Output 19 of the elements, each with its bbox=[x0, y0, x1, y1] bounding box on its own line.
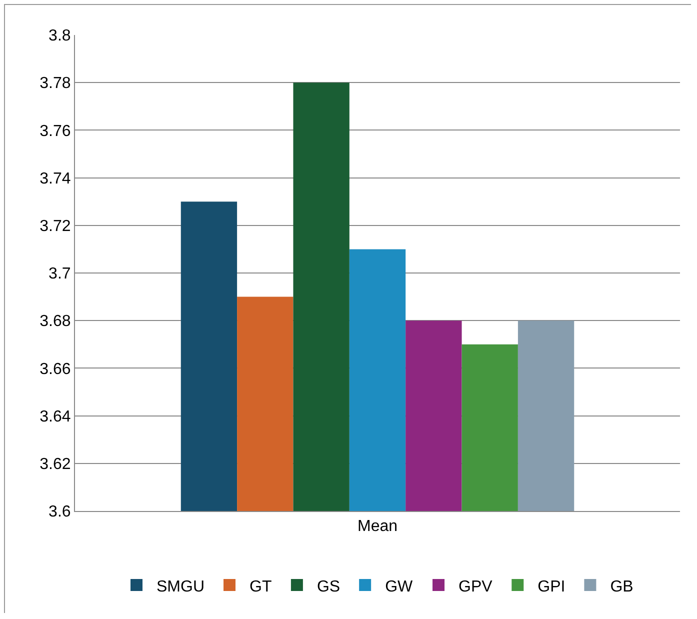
legend-label: GPV bbox=[458, 578, 493, 596]
y-tick-label: 3.8 bbox=[48, 28, 71, 45]
legend-label: GB bbox=[610, 578, 634, 596]
legend-label: GT bbox=[250, 578, 272, 596]
y-tick-label: 3.6 bbox=[48, 504, 71, 521]
y-tick-label: 3.7 bbox=[48, 266, 71, 283]
y-tick-label: 3.62 bbox=[40, 456, 71, 473]
y-tick-label: 3.68 bbox=[40, 313, 71, 330]
y-tick-label: 3.74 bbox=[40, 170, 71, 188]
y-tick-label: 3.64 bbox=[40, 408, 71, 426]
legend-label: GS bbox=[316, 578, 340, 596]
legend-label: GPI bbox=[538, 578, 566, 596]
y-tick-label: 3.78 bbox=[40, 75, 71, 92]
legend-label: GW bbox=[385, 578, 414, 596]
x-tick-label: Mean bbox=[357, 518, 398, 536]
y-tick-label: 3.76 bbox=[40, 122, 71, 140]
y-tick-label: 3.72 bbox=[40, 218, 71, 235]
y-tick-label: 3.66 bbox=[40, 360, 71, 378]
legend-label: SMGU bbox=[156, 578, 204, 596]
